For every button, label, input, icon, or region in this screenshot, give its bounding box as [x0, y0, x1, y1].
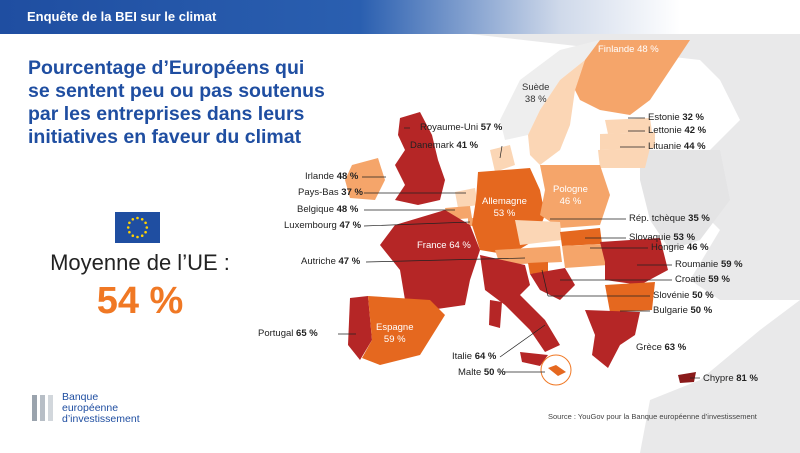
logo-line-2: européenne — [62, 402, 119, 414]
romania-shape — [600, 238, 668, 285]
label-roumanie: Roumanie 59 % — [675, 259, 743, 270]
background-land — [470, 34, 800, 453]
label-espagne: Espagne 59 % — [376, 322, 414, 345]
label-allemagne: Allemagne 53 % — [482, 196, 527, 219]
croatia-shape — [530, 268, 575, 300]
label-italie: Italie 64 % — [452, 351, 497, 362]
label-autriche: Autriche 47 % — [301, 256, 361, 267]
label-luxembourg: Luxembourg 47 % — [284, 220, 362, 231]
label-suede: Suède 38 % — [522, 82, 550, 105]
bulgaria-shape — [605, 282, 655, 312]
label-chypre: Chypre 81 % — [703, 373, 758, 384]
greece-shape — [585, 310, 640, 368]
header-title: Enquête de la BEI sur le climat — [27, 9, 217, 24]
label-danemark: Danemark 41 % — [410, 140, 479, 151]
header-bar: Enquête de la BEI sur le climat — [0, 0, 800, 34]
portugal-shape — [348, 296, 372, 360]
cyprus-shape — [678, 372, 696, 383]
label-royaume-uni: Royaume-Uni 57 % — [420, 122, 503, 133]
label-bulgarie: Bulgarie 50 % — [653, 305, 713, 316]
sicily-shape — [520, 352, 548, 366]
norway-shape — [500, 40, 600, 140]
france-shape — [380, 210, 480, 310]
denmark-shape — [490, 145, 515, 172]
eu-flag-icon — [115, 212, 160, 243]
latvia-shape — [600, 132, 655, 150]
label-portugal: Portugal 65 % — [258, 328, 318, 339]
label-pologne: Pologne 46 % — [553, 184, 588, 207]
malta-shape — [548, 365, 566, 376]
label-rep-tcheque: Rép. tchèque 35 % — [629, 213, 710, 224]
spain-shape — [362, 296, 445, 365]
label-pays-bas: Pays-Bas 37 % — [298, 187, 363, 198]
average-value: 54 % — [96, 280, 184, 322]
label-finlande: Finlande 48 % — [598, 44, 659, 55]
europe-map — [338, 34, 800, 453]
label-lituanie: Lituanie 44 % — [648, 141, 706, 152]
uk-shape — [395, 112, 445, 205]
label-hongrie: Hongrie 46 % — [651, 242, 709, 253]
austria-shape — [495, 246, 562, 265]
average-label: Moyenne de l’UE : — [50, 250, 230, 275]
russia-land — [640, 150, 730, 250]
label-belgique: Belgique 48 % — [297, 204, 359, 215]
czech-shape — [515, 220, 562, 245]
poland-shape — [540, 165, 610, 228]
label-france: France 64 % — [417, 240, 471, 251]
label-lettonie: Lettonie 42 % — [648, 125, 707, 136]
logo-line-3: d’investissement — [62, 413, 140, 425]
label-slovenie: Slovénie 50 % — [653, 290, 714, 301]
netherlands-shape — [455, 188, 478, 208]
sweden-shape — [528, 60, 585, 165]
estonia-shape — [605, 118, 652, 134]
finland-shape — [575, 40, 690, 115]
slovakia-shape — [560, 228, 602, 246]
leader-lines — [338, 117, 700, 379]
ireland-shape — [345, 158, 385, 200]
label-croatie: Croatie 59 % — [675, 274, 730, 285]
eib-logo-text: Banque européenne d’investissement — [62, 392, 140, 425]
eib-logo-icon — [32, 395, 53, 421]
hungary-shape — [562, 244, 608, 268]
source-note: Source : YouGov pour la Banque européenn… — [548, 412, 757, 421]
label-irlande: Irlande 48 % — [305, 171, 359, 182]
label-estonie: Estonie 32 % — [648, 112, 704, 123]
label-malte: Malte 50 % — [458, 367, 506, 378]
page-title: Pourcentage d’Européens qui se sentent p… — [28, 57, 325, 148]
slovenia-shape — [528, 262, 548, 274]
label-grece: Grèce 63 % — [636, 342, 687, 353]
lithuania-shape — [598, 148, 650, 168]
sardinia-shape — [489, 300, 502, 328]
logo-line-1: Banque — [62, 391, 99, 403]
label-slovaquie: Slovaquie 53 % — [629, 232, 696, 243]
italy-shape — [480, 255, 560, 352]
